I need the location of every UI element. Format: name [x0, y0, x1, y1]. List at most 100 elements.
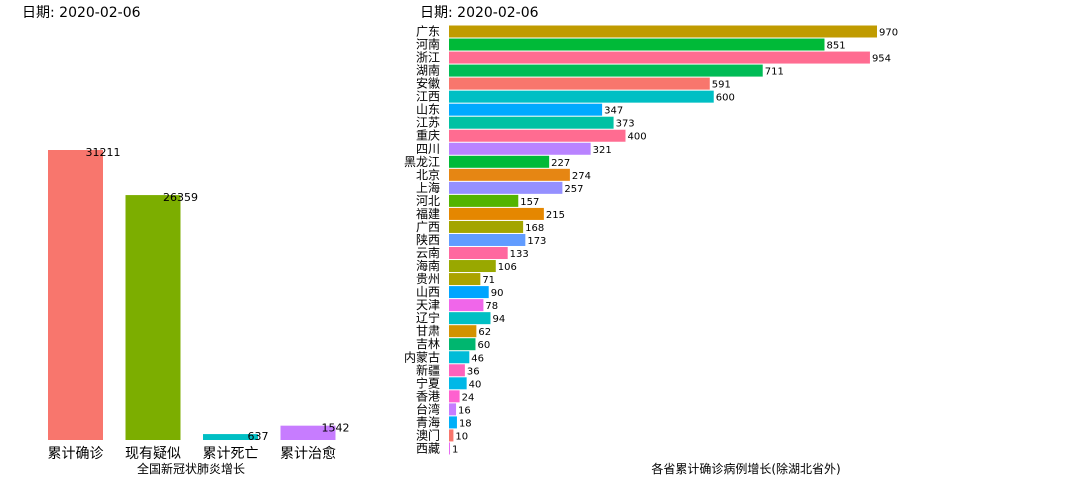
province-bar-value-label: 711 [765, 67, 784, 78]
province-bar [449, 168, 570, 181]
province-bar [449, 233, 526, 246]
province-bar-value-label: 16 [458, 405, 471, 416]
province-bar [449, 129, 626, 142]
province-category-label: 新疆 [416, 362, 440, 377]
province-category-label: 辽宁 [416, 310, 440, 325]
province-bar-value-label: 227 [551, 158, 570, 169]
province-bar [449, 260, 496, 273]
left-category-label: 现有疑似 [125, 446, 181, 462]
province-bar-value-label: 591 [712, 80, 731, 91]
province-category-label: 北京 [416, 168, 440, 182]
province-category-label: 重庆 [416, 129, 440, 143]
province-category-label: 江苏 [416, 116, 440, 130]
province-bar-value-label: 274 [572, 171, 591, 182]
province-category-label: 湖南 [416, 63, 440, 78]
province-category-label: 河北 [416, 194, 440, 208]
province-bar [449, 286, 489, 299]
province-bar-value-label: 24 [462, 392, 475, 403]
left-category-label: 累计治愈 [280, 446, 336, 462]
province-bar-value-label: 106 [498, 262, 517, 273]
province-category-label: 山西 [416, 285, 440, 299]
province-bar [449, 220, 524, 233]
left-bar-value-label: 1542 [322, 422, 350, 435]
left-x-axis-title: 全国新冠状肺炎增长 [137, 461, 245, 476]
province-bar [449, 155, 550, 168]
province-bar [449, 364, 465, 377]
left-bar-value-label: 26359 [163, 191, 198, 204]
province-category-label: 内蒙古 [404, 349, 440, 364]
national-growth-chart: 日期: 2020-02-06 31211 26359 637 1542 累计确诊 现有疑… [22, 5, 350, 476]
province-category-label: 广西 [416, 220, 440, 234]
province-category-label: 福建 [416, 206, 440, 221]
province-category-label: 台湾 [416, 401, 440, 416]
province-category-label: 西藏 [416, 441, 440, 455]
province-bar [449, 77, 710, 90]
province-bar-value-label: 1 [452, 444, 458, 455]
left-category-label: 累计确诊 [48, 446, 104, 462]
province-bar [449, 38, 825, 51]
province-bar-value-label: 373 [616, 119, 635, 130]
left-bar-value-label: 637 [248, 430, 269, 443]
province-category-label: 安徽 [416, 76, 440, 91]
province-bar [449, 312, 491, 325]
province-bar [449, 25, 877, 38]
province-category-label: 云南 [416, 245, 440, 260]
left-category-label: 累计死亡 [203, 446, 259, 462]
province-bar-value-label: 970 [879, 28, 898, 39]
left-bar-value-label: 31211 [86, 146, 121, 159]
province-bar [449, 299, 484, 312]
province-category-label: 浙江 [416, 51, 440, 65]
province-category-label: 甘肃 [416, 324, 440, 338]
province-bar-value-label: 18 [459, 418, 472, 429]
province-bar [449, 390, 460, 403]
province-category-label: 黑龙江 [404, 155, 440, 169]
province-category-label: 上海 [416, 180, 440, 195]
province-category-label: 香港 [416, 389, 440, 403]
province-bar [449, 181, 563, 194]
province-bar [449, 325, 477, 338]
province-bar-value-label: 157 [520, 197, 539, 208]
province-bar [449, 377, 467, 390]
province-bar-value-label: 133 [510, 249, 529, 260]
province-bar [449, 351, 470, 364]
province-bar-value-label: 600 [716, 93, 735, 104]
province-category-label: 天津 [416, 298, 440, 312]
province-bar [449, 442, 450, 455]
province-bar [449, 247, 508, 260]
province-category-label: 山东 [416, 103, 440, 117]
province-bar [449, 116, 614, 129]
province-bar-value-label: 90 [491, 288, 504, 299]
province-category-label: 青海 [416, 414, 440, 429]
left-date-label: 日期: 2020-02-06 [22, 5, 141, 21]
province-bar [449, 416, 457, 429]
province-bar-value-label: 78 [485, 301, 498, 312]
province-bar-value-label: 60 [477, 340, 490, 351]
province-bar-value-label: 36 [467, 366, 480, 377]
province-bar-value-label: 62 [478, 327, 491, 338]
province-bar-value-label: 71 [482, 275, 495, 286]
province-bar-value-label: 46 [471, 353, 484, 364]
province-bar-value-label: 10 [455, 431, 468, 442]
province-category-label: 吉林 [416, 337, 440, 351]
province-bar [449, 103, 603, 116]
province-bar-value-label: 321 [593, 145, 612, 156]
province-bar-value-label: 168 [525, 223, 544, 234]
province-bar [449, 207, 544, 220]
province-bar [449, 429, 454, 442]
province-bar [449, 273, 481, 286]
province-bar-value-label: 954 [872, 54, 891, 65]
province-bar-value-label: 851 [826, 41, 845, 52]
right-x-axis-title: 各省累计确诊病例增长(除湖北省外) [651, 461, 840, 476]
province-category-label: 广东 [416, 25, 440, 39]
province-bar [449, 194, 519, 207]
province-growth-chart: 日期: 2020-02-06 广东河南浙江湖南安徽江西山东江苏重庆四川黑龙江北京… [404, 5, 898, 476]
left-bar [48, 150, 103, 440]
province-category-label: 澳门 [416, 427, 440, 442]
province-category-label: 河南 [416, 37, 440, 52]
province-category-label: 陕西 [416, 232, 440, 247]
left-bar [280, 425, 336, 440]
province-category-label: 江西 [416, 90, 440, 104]
province-category-label: 海南 [416, 258, 440, 273]
